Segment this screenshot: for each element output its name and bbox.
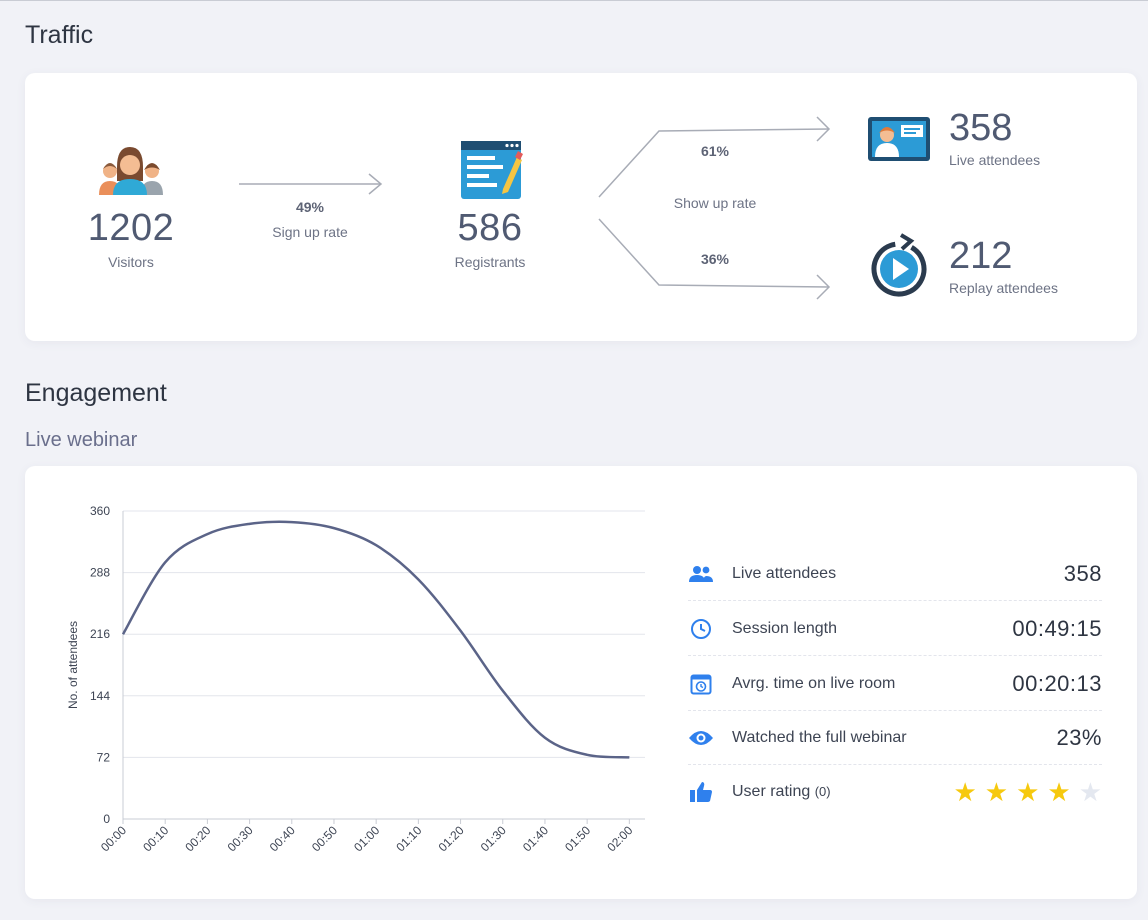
calendar-clock-icon bbox=[688, 671, 714, 697]
live-presenter-icon bbox=[867, 115, 931, 163]
metric-value: 23% bbox=[1056, 724, 1102, 750]
y-tick-label: 360 bbox=[90, 504, 110, 518]
metric-label: Session length bbox=[732, 619, 837, 637]
x-tick-label: 01:10 bbox=[393, 823, 424, 854]
attendees-line-chart: 0 72 144 216 288 360 No. of attendees 00:00 00:1… bbox=[66, 504, 645, 854]
thumbs-up-icon bbox=[688, 779, 714, 805]
series-line bbox=[121, 520, 630, 759]
metric-live-attendees: Live attendees 358 bbox=[688, 547, 1102, 601]
x-tick-label: 00:20 bbox=[182, 823, 213, 854]
metric-label: User rating (0) bbox=[732, 783, 953, 801]
y-tick-label: 288 bbox=[90, 566, 110, 580]
y-tick-label: 72 bbox=[97, 750, 111, 764]
visitors-count: 1202 bbox=[87, 207, 175, 249]
replay-attendees-count: 212 bbox=[949, 235, 1013, 277]
signup-rate: 49% Sign up rate bbox=[257, 199, 363, 240]
star-filled-icon: ★ bbox=[984, 777, 1009, 807]
live-attendees-count: 358 bbox=[949, 107, 1013, 149]
user-rating-count: (0) bbox=[814, 784, 831, 799]
x-tick-label: 00:10 bbox=[140, 823, 171, 854]
live-attendees-label: Live attendees bbox=[949, 152, 1041, 168]
x-tick-label: 00:40 bbox=[267, 823, 298, 854]
star-filled-icon: ★ bbox=[953, 777, 977, 807]
registrants-count: 586 bbox=[457, 207, 523, 249]
star-filled-icon: ★ bbox=[1016, 777, 1040, 807]
y-tick-label: 216 bbox=[90, 627, 110, 641]
x-tick-label: 01:40 bbox=[520, 823, 551, 854]
traffic-title: Traffic bbox=[25, 21, 94, 49]
traffic-card: 1202 Visitors 49% Sign up rate 586 Re bbox=[25, 73, 1137, 341]
visitors-icon bbox=[97, 145, 163, 197]
eye-icon bbox=[688, 725, 714, 751]
live-showup-pct: 61% bbox=[665, 143, 765, 159]
metric-label: Avrg. time on live room bbox=[732, 674, 896, 692]
visitors-stat: 1202 Visitors bbox=[77, 207, 185, 270]
x-tick-label: 02:00 bbox=[604, 823, 635, 854]
replay-icon bbox=[869, 233, 929, 299]
replay-showup-pct: 36% bbox=[665, 251, 765, 267]
metric-value: 00:49:15 bbox=[1012, 615, 1102, 641]
signup-arrow bbox=[239, 173, 385, 195]
registration-form-icon bbox=[459, 139, 523, 201]
signup-rate-label: Sign up rate bbox=[272, 224, 348, 240]
live-showup-pct-value: 61% bbox=[700, 143, 730, 159]
star-rating: ★ ★ ★ ★ ★ bbox=[953, 779, 1102, 805]
x-tick-label: 00:30 bbox=[225, 823, 256, 854]
showup-rate-label: Show up rate bbox=[673, 195, 757, 211]
star-filled-icon: ★ bbox=[1047, 777, 1071, 807]
metric-value: 358 bbox=[1063, 560, 1102, 586]
live-webinar-subtitle: Live webinar bbox=[25, 429, 138, 451]
metric-session-length: Session length 00:49:15 bbox=[688, 602, 1102, 656]
replay-attendees-label: Replay attendees bbox=[949, 280, 1058, 296]
y-tick-label: 0 bbox=[103, 812, 110, 826]
engagement-title: Engagement bbox=[25, 379, 167, 407]
x-tick-label: 00:00 bbox=[98, 823, 129, 854]
metric-label: Watched the full webinar bbox=[732, 728, 907, 746]
live-attendees-stat: 358 Live attendees bbox=[949, 107, 1040, 168]
x-tick-label: 01:30 bbox=[478, 823, 509, 854]
x-tick-label: 01:20 bbox=[436, 823, 467, 854]
registrants-label: Registrants bbox=[454, 254, 526, 270]
x-tick-label: 01:00 bbox=[351, 823, 382, 854]
replay-attendees-stat: 212 Replay attendees bbox=[949, 235, 1058, 296]
signup-rate-pct: 49% bbox=[295, 199, 325, 215]
metric-value: 00:20:13 bbox=[1012, 670, 1102, 696]
showup-split-arrows bbox=[597, 115, 837, 305]
people-icon bbox=[688, 561, 714, 587]
metric-watched-full: Watched the full webinar 23% bbox=[688, 711, 1102, 765]
user-rating-label: User rating bbox=[732, 783, 811, 800]
replay-showup-pct-value: 36% bbox=[700, 251, 730, 267]
metric-user-rating: User rating (0) ★ ★ ★ ★ ★ bbox=[688, 765, 1102, 819]
x-tick-label: 01:50 bbox=[562, 823, 593, 854]
metric-label: Live attendees bbox=[732, 564, 837, 582]
x-tick-label: 00:50 bbox=[309, 823, 340, 854]
visitors-label: Visitors bbox=[108, 254, 154, 270]
y-tick-label: 144 bbox=[90, 689, 110, 703]
y-axis-label: No. of attendees bbox=[66, 621, 80, 709]
clock-icon bbox=[688, 616, 714, 642]
engagement-card: 0 72 144 216 288 360 No. of attendees 00:00 00:1… bbox=[25, 466, 1137, 899]
metric-avg-time: Avrg. time on live room 00:20:13 bbox=[688, 657, 1102, 711]
registrants-stat: 586 Registrants bbox=[435, 207, 545, 270]
star-empty-icon: ★ bbox=[1078, 777, 1102, 807]
